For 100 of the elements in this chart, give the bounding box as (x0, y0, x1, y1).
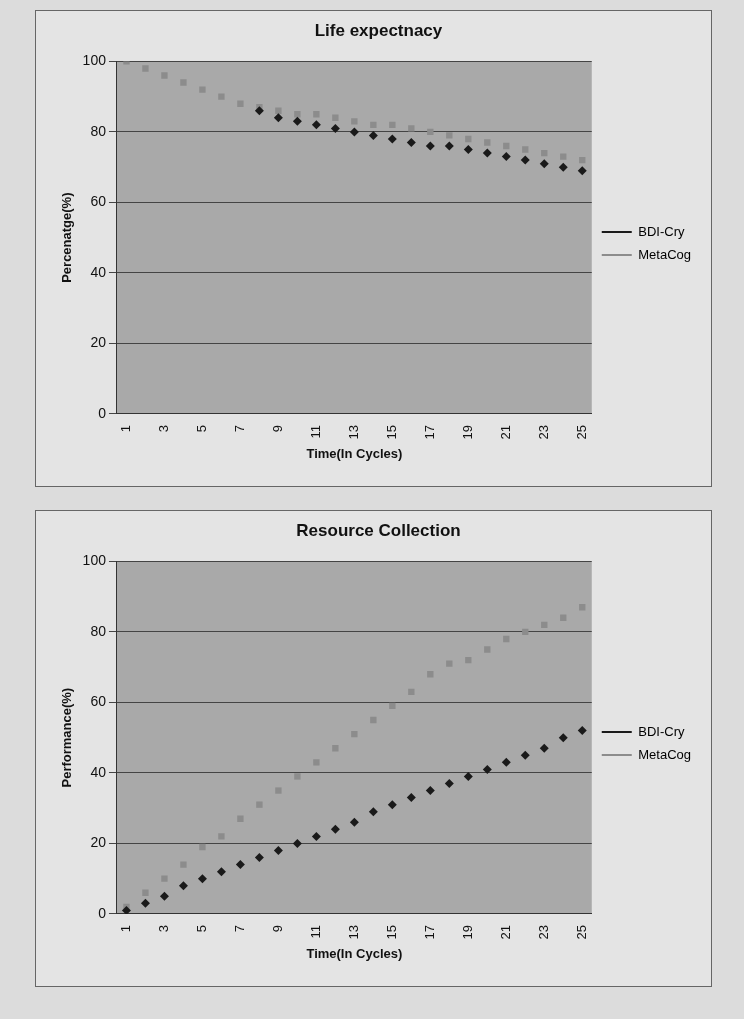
y-tick-label: 100 (82, 552, 107, 569)
y-tick-label: 80 (90, 622, 107, 639)
y-tick-label: 80 (90, 122, 107, 139)
point (161, 875, 168, 882)
x-tick-label: 7 (231, 424, 247, 433)
x-tick-label: 25 (573, 424, 589, 440)
x-axis-title: Time(In Cycles) (306, 945, 403, 961)
point (501, 152, 511, 162)
legend-label: MetaCog (638, 246, 691, 262)
y-tick-label: 60 (90, 193, 107, 210)
point (482, 148, 492, 158)
point (332, 745, 339, 752)
point (330, 123, 340, 133)
point (387, 800, 397, 810)
x-tick-label: 7 (231, 924, 247, 933)
point (332, 114, 339, 121)
x-tick-label: 9 (269, 424, 285, 433)
x-tick-label: 21 (497, 924, 513, 940)
point (294, 773, 301, 780)
x-tick-label: 25 (573, 924, 589, 940)
point (558, 733, 568, 743)
chart-title: Life expectnacy (314, 20, 443, 40)
point (313, 111, 320, 118)
y-axis-title: Percenatge(%) (59, 192, 75, 283)
x-tick-label: 5 (194, 424, 209, 433)
point (484, 646, 491, 653)
point (292, 116, 302, 126)
legend-label: MetaCog (638, 746, 691, 762)
point (292, 838, 302, 848)
point (330, 824, 340, 834)
point (389, 121, 396, 129)
point (370, 716, 377, 724)
point (218, 93, 225, 100)
point (446, 660, 453, 667)
y-axis-title: Performance(%) (59, 687, 75, 788)
x-tick-label: 19 (459, 924, 475, 940)
chart-title: Resource Collection (296, 520, 461, 540)
point (180, 79, 187, 86)
x-tick-label: 13 (345, 424, 361, 440)
point (408, 688, 415, 696)
point (577, 726, 587, 736)
x-tick-label: 23 (535, 924, 551, 940)
point (539, 743, 549, 753)
y-tick-label: 60 (90, 693, 107, 710)
point (273, 113, 283, 123)
point (199, 843, 206, 851)
x-tick-label: 17 (421, 924, 437, 940)
point (558, 162, 568, 172)
y-tick-label: 40 (90, 263, 107, 280)
point (501, 757, 511, 767)
point (484, 139, 491, 146)
point (273, 845, 283, 855)
point (539, 159, 549, 169)
y-tick-label: 0 (98, 404, 107, 421)
point (520, 750, 530, 760)
x-tick-label: 9 (269, 924, 285, 933)
x-tick-label: 15 (383, 424, 399, 440)
point (256, 801, 263, 808)
point (349, 127, 359, 137)
point (482, 764, 492, 774)
point (349, 817, 359, 827)
point (427, 671, 434, 678)
point (370, 121, 377, 129)
point (368, 807, 378, 817)
point (237, 100, 244, 107)
x-tick-label: 11 (307, 924, 323, 939)
point (294, 111, 301, 118)
y-tick-label: 100 (82, 52, 107, 69)
point (351, 730, 358, 738)
point (197, 874, 207, 884)
point (199, 86, 206, 93)
x-tick-label: 3 (156, 924, 172, 933)
x-tick-label: 19 (459, 424, 475, 440)
point (216, 867, 226, 877)
point (425, 786, 435, 796)
x-tick-label: 3 (156, 424, 172, 433)
point (311, 120, 321, 130)
x-axis-title: Time(In Cycles) (306, 445, 403, 461)
y-tick-label: 40 (90, 763, 107, 780)
point (218, 833, 225, 840)
point (406, 137, 416, 147)
point (444, 779, 454, 788)
point (446, 132, 453, 139)
point (577, 166, 587, 176)
point (408, 125, 415, 132)
legend-label: BDI-Cry (638, 723, 685, 739)
point (275, 787, 282, 794)
point (406, 793, 416, 803)
point (159, 891, 169, 901)
point (161, 72, 168, 79)
x-tick-label: 11 (307, 424, 323, 439)
x-tick-label: 1 (118, 924, 134, 933)
point (368, 130, 378, 140)
point (389, 702, 396, 710)
point (275, 107, 282, 114)
x-tick-label: 15 (383, 924, 399, 940)
point (178, 881, 188, 891)
point (444, 141, 454, 151)
legend-label: BDI-Cry (638, 223, 685, 239)
point (427, 128, 434, 136)
